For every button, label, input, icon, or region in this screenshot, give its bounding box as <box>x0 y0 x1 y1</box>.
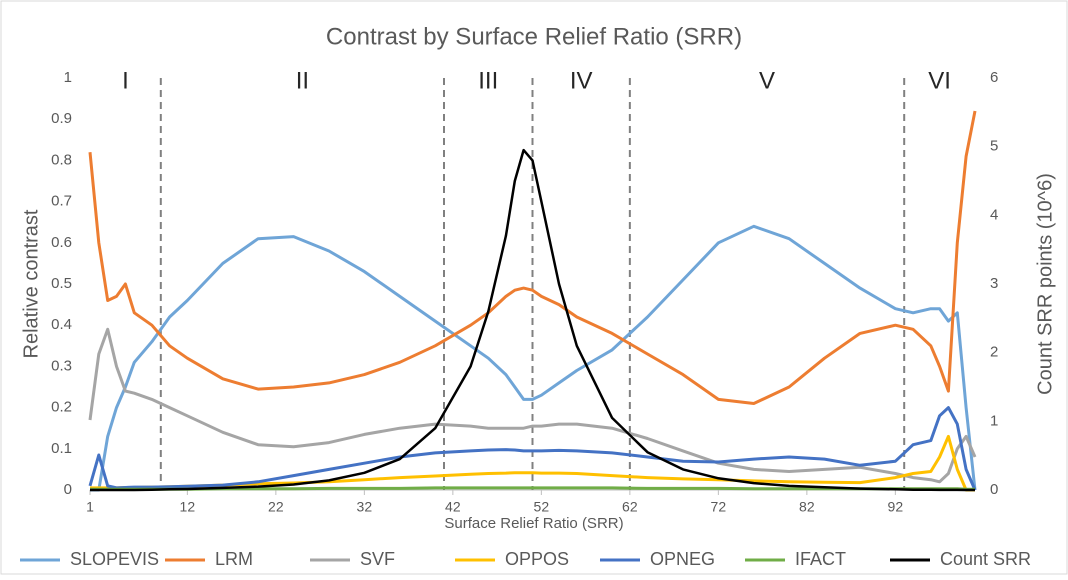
legend-label: IFACT <box>795 549 846 569</box>
x-tick-label: 12 <box>180 499 196 515</box>
x-tick-label: 62 <box>622 499 638 515</box>
x-axis-title: Surface Relief Ratio (SRR) <box>444 515 623 532</box>
x-tick-label: 92 <box>888 499 904 515</box>
region-label: I <box>122 67 129 94</box>
legend-label: Count SRR <box>940 549 1031 569</box>
region-label: II <box>296 67 309 94</box>
series-line <box>88 406 977 491</box>
y-tick-label: 0.4 <box>51 316 72 333</box>
region-label: III <box>478 67 498 94</box>
y-tick-label: 0.6 <box>51 234 72 251</box>
y2-axis-title: Count SRR points (10^6) <box>1034 173 1056 395</box>
y2-tick-label: 3 <box>990 275 998 292</box>
y-tick-label: 0.5 <box>51 275 72 292</box>
region-label: VI <box>928 67 951 94</box>
region-label: IV <box>570 67 593 94</box>
y-tick-label: 0.3 <box>51 357 72 374</box>
series-line <box>90 148 975 492</box>
legend-label: OPNEG <box>650 549 715 569</box>
y-tick-label: 0.2 <box>51 399 72 416</box>
series-line <box>88 110 977 405</box>
y-tick-label: 0.9 <box>51 110 72 127</box>
x-tick-label: 82 <box>799 499 815 515</box>
y-tick-label: 1 <box>64 69 72 86</box>
x-tick-label: 1 <box>86 499 94 515</box>
y2-tick-label: 6 <box>990 69 998 86</box>
x-tick-label: 52 <box>534 499 550 515</box>
legend-label: SLOPEVIS <box>70 549 159 569</box>
x-tick-label: 72 <box>711 499 727 515</box>
y-tick-label: 0.7 <box>51 193 72 210</box>
y-tick-label: 0 <box>64 481 72 498</box>
y-tick-label: 0.1 <box>51 440 72 457</box>
y2-tick-label: 0 <box>990 481 998 498</box>
legend-label: LRM <box>215 549 253 569</box>
y-axis-title: Relative contrast <box>20 209 42 358</box>
x-tick-label: 22 <box>268 499 284 515</box>
y-tick-label: 0.8 <box>51 151 72 168</box>
legend-label: SVF <box>360 549 395 569</box>
x-tick-label: 42 <box>445 499 461 515</box>
x-tick-label: 32 <box>357 499 373 515</box>
y2-tick-label: 5 <box>990 138 998 155</box>
y2-tick-label: 4 <box>990 206 998 223</box>
region-label: V <box>759 67 775 94</box>
y2-tick-label: 1 <box>990 412 998 429</box>
y2-tick-label: 2 <box>990 344 998 361</box>
legend-label: OPPOS <box>505 549 569 569</box>
chart-title: Contrast by Surface Relief Ratio (SRR) <box>326 23 742 50</box>
series-line <box>90 224 977 492</box>
